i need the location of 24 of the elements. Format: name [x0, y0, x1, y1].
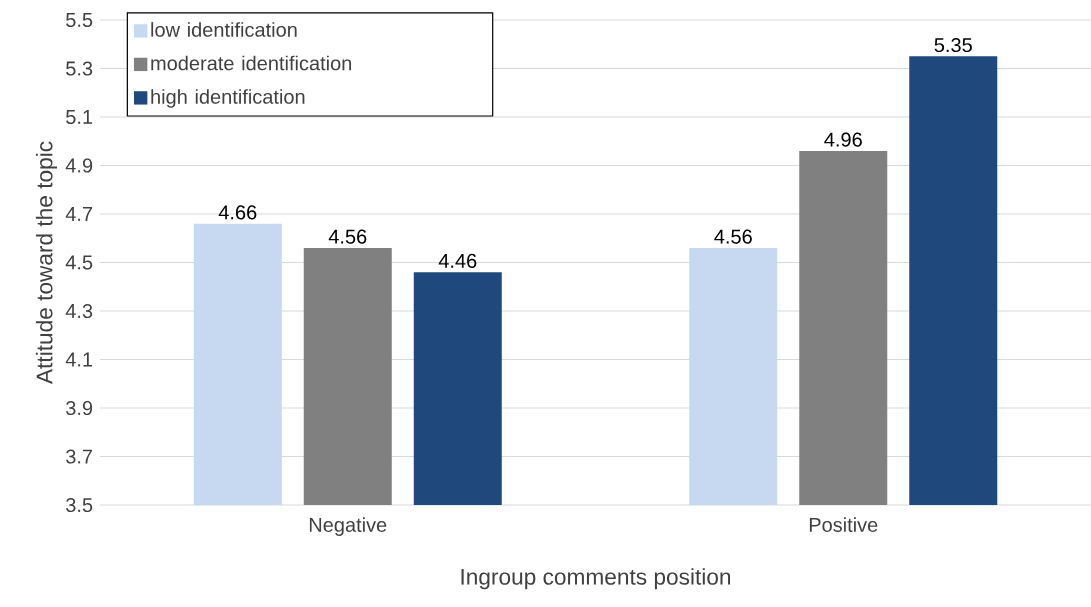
- y-tick-label: 3.7: [66, 449, 93, 464]
- data-label: 5.35: [934, 37, 972, 53]
- y-tick-label: 5.5: [66, 13, 93, 27]
- y-tick-label: 4.5: [65, 255, 93, 270]
- y-tick-label: 5.3: [66, 61, 93, 76]
- x-tick-label: Negative: [309, 517, 387, 536]
- data-label: 4.46: [438, 253, 477, 268]
- y-axis-title: Attitude toward the topic: [35, 141, 57, 385]
- y-tick-label: 4.1: [65, 352, 93, 367]
- legend-label: high identification: [151, 89, 305, 108]
- x-tick-label: Positive: [809, 517, 878, 532]
- y-tick-label: 5.1: [66, 110, 93, 124]
- legend-label: low identification: [151, 22, 297, 37]
- x-axis-title: Ingroup comments position: [461, 568, 731, 590]
- y-tick-label: 3.9: [66, 400, 93, 416]
- data-label: 4.96: [824, 132, 862, 147]
- y-tick-label: 4.9: [65, 158, 93, 173]
- y-tick-label: 4.7: [65, 207, 93, 221]
- y-tick-label: 3.5: [66, 497, 93, 513]
- legend-label: moderate identification: [151, 55, 352, 71]
- data-label: 4.56: [714, 229, 752, 244]
- y-tick-label: 4.3: [65, 303, 93, 319]
- data-label: 4.66: [218, 205, 257, 220]
- data-label: 4.56: [328, 229, 367, 244]
